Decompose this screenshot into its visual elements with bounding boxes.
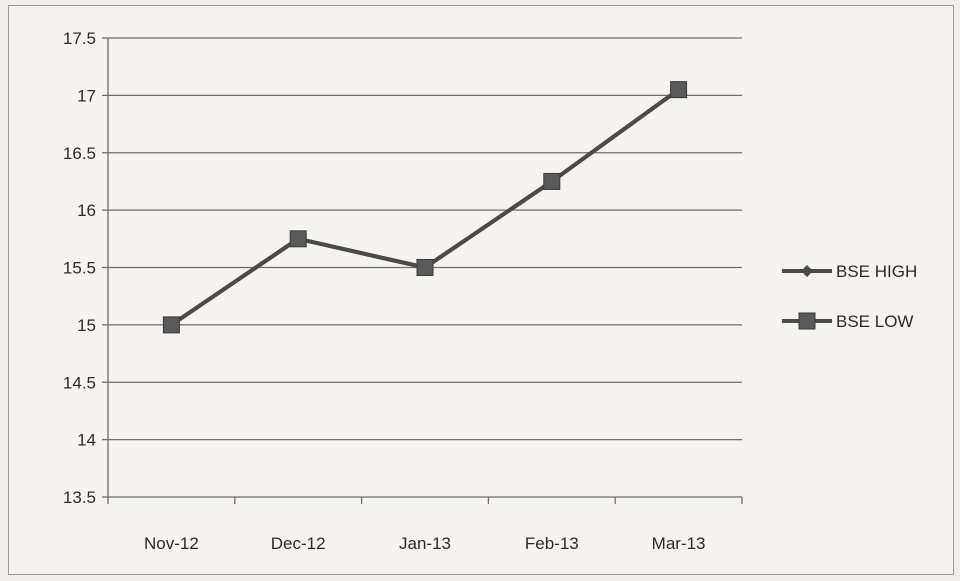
x-tick-label: Nov-12 [144, 534, 199, 553]
gridlines [108, 37, 742, 441]
x-tick-label: Mar-13 [652, 534, 706, 553]
x-tick-label: Feb-13 [525, 534, 579, 553]
chart-frame [8, 5, 954, 575]
y-tick-label: 17 [77, 86, 96, 105]
data-point [416, 259, 434, 276]
legend-label: BSE HIGH [836, 262, 917, 281]
series-line-1 [170, 88, 680, 327]
legend: BSE HIGH BSE LOW [782, 262, 917, 331]
x-tick-label: Jan-13 [399, 534, 451, 553]
y-tick-label: 14 [77, 431, 96, 450]
y-tick-label: 16.5 [63, 144, 96, 163]
legend-label: BSE LOW [836, 312, 913, 331]
data-point [162, 316, 180, 334]
axes [102, 37, 743, 504]
x-tick-label: Dec-12 [271, 534, 326, 553]
series-layer [162, 81, 688, 334]
data-point [670, 81, 688, 99]
x-axis-tick-labels: Nov-12 Dec-12 Jan-13 Feb-13 Mar-13 [144, 534, 706, 553]
legend-item: BSE LOW [782, 312, 913, 331]
series-line-2 [170, 88, 680, 327]
y-tick-label: 13.5 [63, 488, 96, 507]
data-point [289, 230, 307, 248]
legend-marker-diamond [801, 265, 813, 277]
data-point [543, 172, 561, 190]
y-tick-label: 15.5 [63, 259, 96, 278]
y-tick-label: 17.5 [63, 29, 96, 48]
y-axis-tick-labels: 13.5 14 14.5 15 15.5 16 16.5 17 17.5 [63, 29, 96, 507]
y-tick-label: 14.5 [63, 373, 96, 392]
legend-marker-square [798, 312, 816, 330]
y-tick-label: 15 [77, 316, 96, 335]
legend-item: BSE HIGH [782, 262, 917, 281]
y-tick-label: 16 [77, 201, 96, 220]
